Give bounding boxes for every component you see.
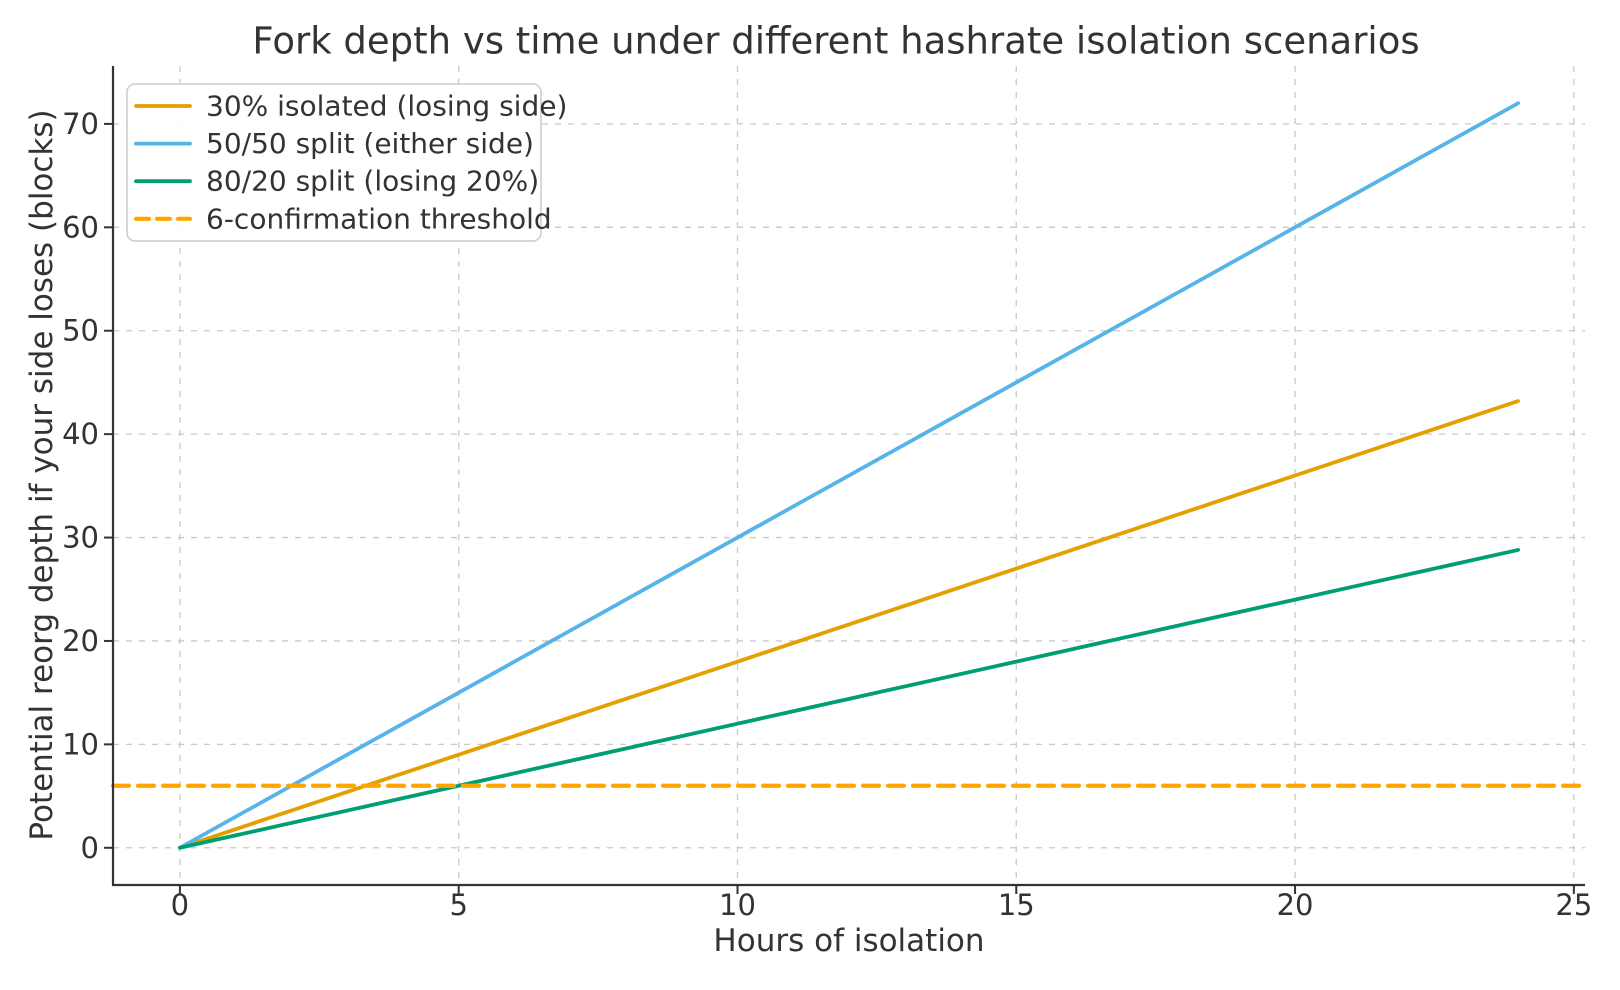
axes-layer: 0 5 10 15 20 25 0 10 20 30 40 50 60 70	[62, 66, 1592, 922]
x-ticklabel-0: 0	[171, 888, 189, 922]
series-layer	[110, 101, 1588, 850]
x-ticklabel-20: 20	[1277, 888, 1314, 922]
x-axis-label: Hours of isolation	[713, 923, 984, 959]
legend: 30% isolated (losing side) 50/50 split (e…	[126, 83, 567, 242]
series-line-80-20-split-losing-20	[178, 548, 1520, 850]
y-ticklabel-10: 10	[62, 727, 99, 761]
grid-layer	[113, 66, 1585, 885]
x-ticklabel-25: 25	[1555, 888, 1592, 922]
series-line-50-50-split-either-side	[178, 101, 1520, 850]
legend-label-6-confirmation-threshold: 6-confirmation threshold	[206, 202, 552, 235]
legend-label-30-isolated-losing-side: 30% isolated (losing side)	[206, 90, 567, 123]
legend-label-80-20-split-losing-20: 80/20 split (losing 20%)	[206, 165, 539, 198]
x-ticklabel-5: 5	[449, 888, 467, 922]
y-ticklabel-70: 70	[62, 107, 99, 141]
series-line-30-isolated-losing-side	[178, 399, 1520, 850]
x-ticklabel-15: 15	[998, 888, 1035, 922]
y-ticklabel-40: 40	[62, 417, 99, 451]
x-ticklabel-10: 10	[719, 888, 756, 922]
y-ticklabel-0: 0	[81, 831, 99, 865]
y-ticklabel-20: 20	[62, 624, 99, 658]
chart-title: Fork depth vs time under different hashr…	[252, 20, 1419, 63]
legend-label-50-50-split-either-side: 50/50 split (either side)	[206, 127, 534, 160]
y-ticklabel-50: 50	[62, 314, 99, 348]
y-ticklabel-30: 30	[62, 521, 99, 555]
y-ticklabel-60: 60	[62, 210, 99, 244]
legend-box	[126, 83, 542, 242]
y-axis-label: Potential reorg depth if your side loses…	[24, 109, 60, 840]
